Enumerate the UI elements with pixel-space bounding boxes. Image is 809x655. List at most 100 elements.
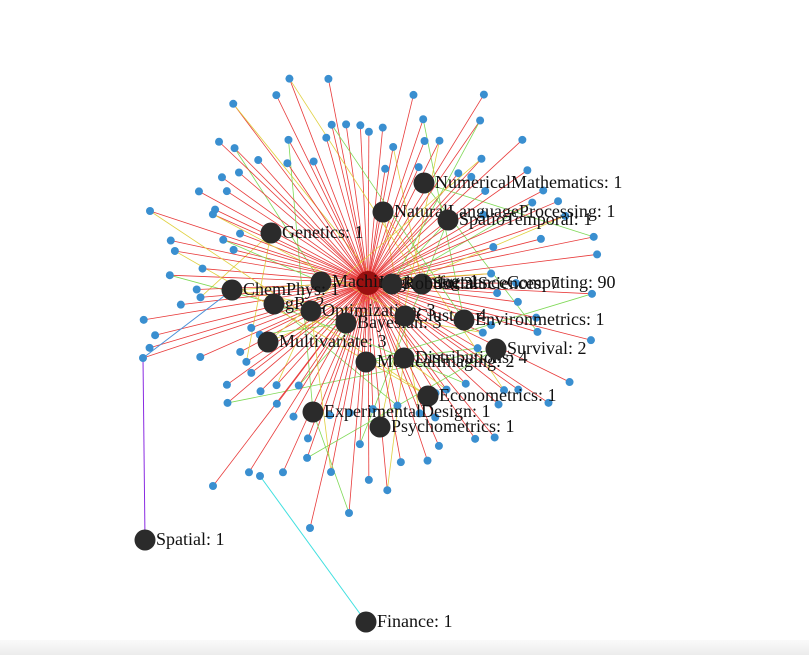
edge xyxy=(423,182,538,333)
bottom-bar xyxy=(0,640,809,655)
leaf-node xyxy=(151,331,160,340)
leaf-node xyxy=(512,279,521,288)
leaf-node xyxy=(303,453,312,462)
edge xyxy=(348,282,369,514)
leaf-node xyxy=(272,399,281,408)
edge xyxy=(143,282,369,321)
edge xyxy=(367,282,592,341)
leaf-node xyxy=(423,456,432,465)
edge xyxy=(367,282,499,405)
edge xyxy=(251,282,369,374)
edge xyxy=(367,282,495,438)
leaf-node xyxy=(325,411,334,420)
leaf-node xyxy=(454,169,463,178)
leaf-node xyxy=(500,386,509,395)
leaf-node xyxy=(528,198,537,207)
hub-node xyxy=(381,273,403,295)
node-label: Econometrics: 1 xyxy=(439,385,556,405)
edge xyxy=(170,240,369,284)
edge xyxy=(293,282,369,417)
hub-node xyxy=(300,300,322,322)
edge xyxy=(238,172,369,284)
leaf-node xyxy=(490,433,499,442)
leaf-node xyxy=(536,234,545,243)
leaf-node xyxy=(194,187,203,196)
hub-node xyxy=(485,338,507,360)
edge xyxy=(367,282,428,461)
edge xyxy=(259,475,367,623)
leaf-node xyxy=(389,142,398,151)
leaf-node xyxy=(322,133,331,142)
hub-node xyxy=(417,385,439,407)
edge xyxy=(232,103,369,284)
leaf-node xyxy=(254,156,263,165)
leaf-node xyxy=(306,524,314,532)
hub-node xyxy=(372,201,394,223)
node-label: Multivariate: 3 xyxy=(279,331,386,351)
edge xyxy=(367,236,594,284)
edge xyxy=(367,282,402,463)
leaf-node xyxy=(513,297,522,306)
hub-node xyxy=(356,271,380,295)
edge xyxy=(142,357,146,541)
edge xyxy=(223,239,322,283)
edge xyxy=(245,232,272,362)
edge xyxy=(367,140,440,284)
edge xyxy=(313,161,369,284)
edge xyxy=(289,78,423,285)
edge xyxy=(367,202,533,284)
leaf-node xyxy=(230,144,239,153)
leaf-node xyxy=(419,115,428,124)
leaf-node xyxy=(356,121,365,130)
leaf-node xyxy=(244,468,253,477)
leaf-node xyxy=(477,154,486,163)
edge xyxy=(306,282,369,459)
leaf-node xyxy=(479,210,488,219)
edge xyxy=(227,282,369,404)
leaf-node xyxy=(544,398,553,407)
edge xyxy=(328,78,369,284)
leaf-node xyxy=(283,159,292,168)
hub-node xyxy=(221,279,243,301)
leaf-node xyxy=(409,90,418,99)
edge xyxy=(367,282,374,410)
leaf-node xyxy=(219,235,228,244)
edge xyxy=(367,282,421,414)
edge xyxy=(391,202,533,285)
edge xyxy=(218,141,369,284)
node-label: ExperimentalDesign: 1 xyxy=(324,401,490,421)
edge xyxy=(200,282,369,358)
edge xyxy=(423,182,594,238)
leaf-node xyxy=(272,91,281,100)
leaf-node xyxy=(309,157,318,166)
node-label: Robust: 3 xyxy=(403,273,473,293)
edge xyxy=(155,282,369,336)
edge xyxy=(212,213,369,284)
edge xyxy=(367,282,398,406)
node-label: Spatial: 1 xyxy=(156,529,225,549)
edge xyxy=(367,282,570,383)
edge xyxy=(391,120,481,285)
leaf-node xyxy=(289,412,298,421)
edge xyxy=(367,119,424,284)
leaf-node xyxy=(533,327,542,336)
leaf-node xyxy=(284,135,293,144)
leaf-node xyxy=(170,246,179,255)
leaf-node xyxy=(494,400,503,409)
node-label: SocialSciences: 7 xyxy=(433,273,559,293)
leaf-node xyxy=(165,271,174,280)
leaf-node xyxy=(467,172,476,181)
leaf-node xyxy=(217,173,226,182)
leaf-node xyxy=(518,135,527,144)
leaf-node xyxy=(196,353,205,362)
leaf-node xyxy=(247,323,256,332)
leaf-node xyxy=(414,163,423,172)
leaf-node xyxy=(514,385,523,394)
leaf-node xyxy=(294,381,303,390)
edge xyxy=(276,282,369,386)
leaf-node xyxy=(431,413,440,422)
edge xyxy=(233,249,369,284)
edge xyxy=(367,215,566,284)
leaf-node xyxy=(139,354,147,362)
